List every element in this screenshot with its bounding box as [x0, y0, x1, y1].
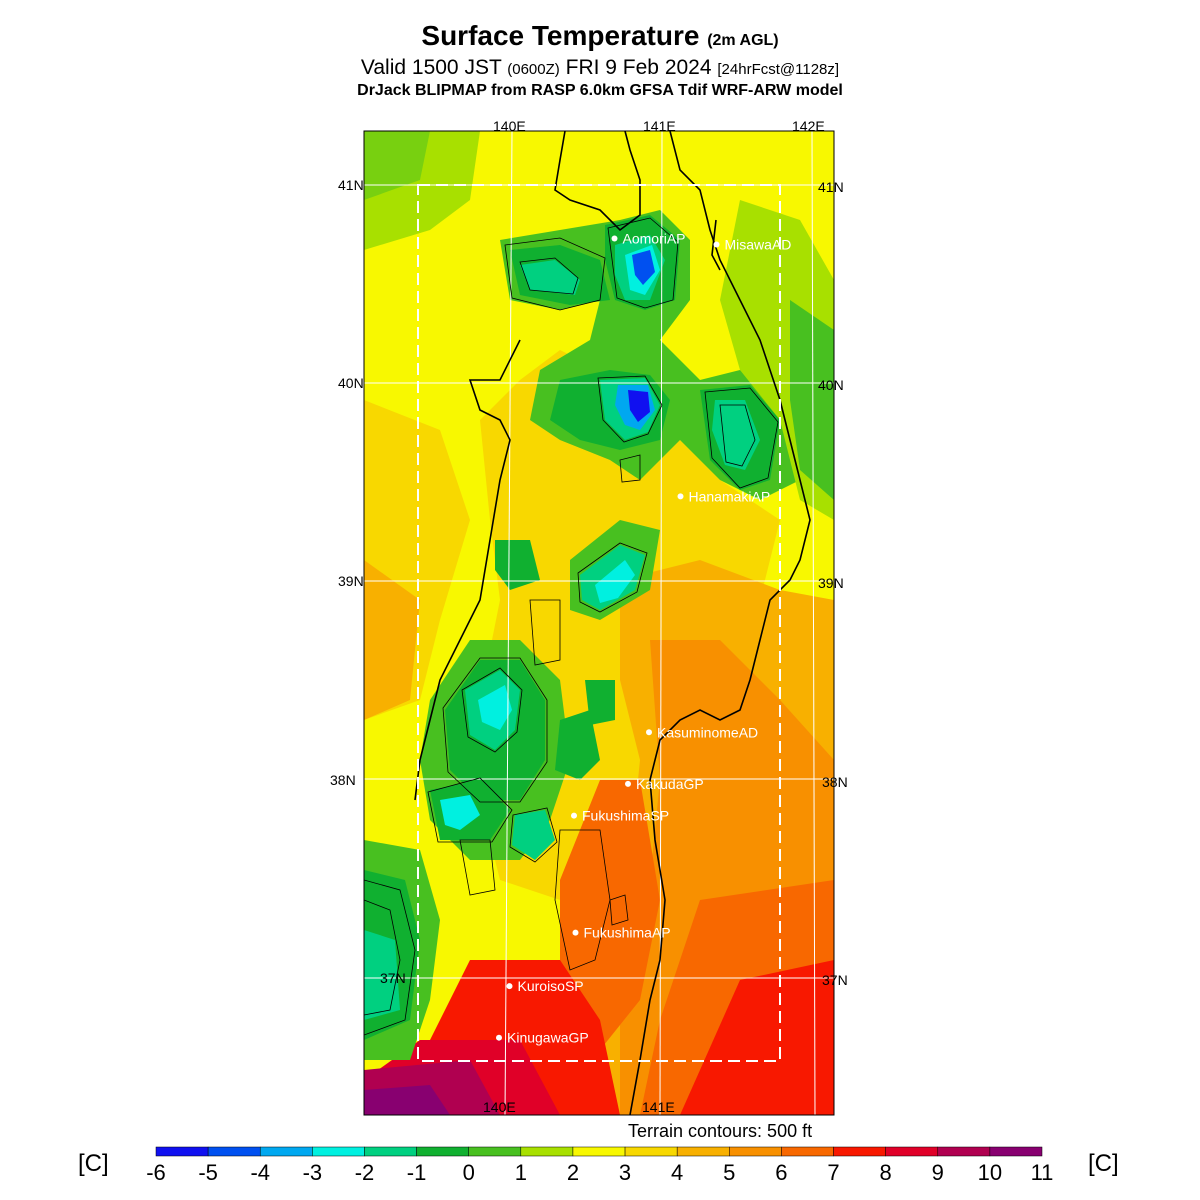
- lat-left-label: 40N: [338, 375, 364, 391]
- inner-domain-box: [417, 184, 781, 1062]
- colorbar-tick-label: -3: [302, 1160, 323, 1185]
- valid-date: FRI 9 Feb 2024: [565, 56, 712, 79]
- title-text: Surface Temperature: [421, 20, 700, 51]
- colorbar-tick-label: 5: [723, 1160, 736, 1185]
- colorbar: [155, 1146, 1043, 1157]
- colorbar-tick-label: 4: [671, 1160, 684, 1185]
- station-marker: [713, 241, 720, 248]
- colorbar-tick-label: 8: [879, 1160, 892, 1185]
- colorbar-swatch: [364, 1146, 417, 1157]
- valid-z: (0600Z): [507, 61, 560, 78]
- station-label: KasuminomeAD: [657, 724, 758, 740]
- colorbar-swatch: [312, 1146, 365, 1157]
- colorbar-swatch: [729, 1146, 782, 1157]
- station-marker: [572, 929, 579, 936]
- lat-right-label: 37N: [822, 972, 848, 988]
- colorbar-tick-label: 3: [618, 1160, 632, 1185]
- colorbar-tick-label: 7: [827, 1160, 840, 1185]
- colorbar-tick-label: 1: [514, 1160, 527, 1185]
- title-suffix: (2m AGL): [707, 32, 779, 49]
- station-marker: [677, 493, 684, 500]
- colorbar-unit-right: [C]: [1088, 1150, 1119, 1177]
- lon-bottom-label: 141E: [642, 1099, 675, 1115]
- station-label: KakudaGP: [636, 776, 704, 792]
- colorbar-swatch: [624, 1146, 678, 1157]
- lon-top-label: 140E: [493, 118, 526, 134]
- colorbar-unit-left: [C]: [78, 1150, 109, 1177]
- station-label: KuroisoSP: [518, 978, 584, 994]
- lat-left-label: 41N: [338, 177, 364, 193]
- valid-prefix: Valid 1500 JST: [360, 56, 502, 79]
- colorbar-tick-label: 10: [977, 1160, 1003, 1185]
- colorbar-swatch: [207, 1146, 261, 1157]
- colorbar-swatch: [468, 1146, 522, 1157]
- station-marker: [506, 983, 513, 990]
- colorbar-swatch: [416, 1146, 469, 1157]
- lon-bottom-label: 140E: [483, 1099, 516, 1115]
- colorbar-swatch: [155, 1146, 209, 1157]
- lat-left-label: 37N: [380, 970, 406, 986]
- station-label: HanamakiAP: [689, 488, 771, 504]
- station-label: FukushimaAP: [584, 925, 671, 941]
- colorbar-swatch: [520, 1146, 574, 1157]
- lat-right-label: 41N: [818, 179, 844, 195]
- station-marker: [496, 1034, 502, 1041]
- station-label: MisawaAD: [725, 236, 792, 252]
- station-marker: [571, 812, 577, 819]
- axis-labels: 140E 141E 142E 140E 141E 41N 40N 39N 38N…: [330, 118, 848, 1115]
- lat-right-label: 38N: [822, 774, 848, 790]
- colorbar-swatch: [572, 1146, 626, 1157]
- colorbar-tick-label: -6: [146, 1160, 166, 1185]
- station-label: KinugawaGP: [507, 1030, 589, 1046]
- lat-right-label: 39N: [818, 575, 844, 591]
- station-marker: [611, 235, 618, 242]
- colorbar-tick-label: 6: [775, 1160, 788, 1185]
- map-title: Surface Temperature (2m AGL): [0, 20, 1200, 52]
- lat-right-label: 40N: [818, 377, 844, 393]
- coastline: [414, 131, 811, 1115]
- station-label: FukushimaSP: [582, 808, 669, 824]
- colorbar-tick-label: -2: [354, 1160, 375, 1185]
- map-frame: [363, 130, 835, 1116]
- station-label: AomoriAP: [623, 231, 686, 247]
- colorbar-tick-label: -5: [198, 1160, 218, 1185]
- colorbar-tick-label: -1: [406, 1160, 427, 1185]
- colorbar-swatch: [937, 1146, 991, 1157]
- terrain-note: Terrain contours: 500 ft: [628, 1121, 813, 1141]
- lat-left-label: 39N: [338, 573, 364, 589]
- stations: AomoriAP MisawaAD HanamakiAP KasuminomeAD Ka…: [496, 231, 791, 1046]
- colorbar-tick-label: 2: [566, 1160, 580, 1185]
- valid-fcst: [24hrFcst@1128z]: [717, 61, 840, 78]
- lat-left-label: 38N: [330, 772, 356, 788]
- colorbar-swatch: [885, 1146, 939, 1157]
- colorbar-swatch: [676, 1146, 730, 1157]
- colorbar-swatch: [781, 1146, 834, 1157]
- model-line: DrJack BLIPMAP from RASP 6.0km GFSA Tdif…: [357, 82, 843, 99]
- colorbar-tick-label: -4: [250, 1160, 271, 1185]
- station-marker: [625, 780, 631, 787]
- colorbar-swatch: [833, 1146, 886, 1157]
- lon-top-label: 141E: [643, 118, 676, 134]
- lon-top-label: 142E: [792, 118, 825, 134]
- station-marker: [646, 729, 652, 736]
- terrain-contours: [364, 217, 779, 1036]
- colorbar-tick-label: 0: [462, 1160, 475, 1185]
- colorbar-tick-label: 11: [1030, 1160, 1054, 1185]
- colorbar-swatch: [989, 1146, 1043, 1157]
- valid-time: Valid 1500 JST (0600Z) FRI 9 Feb 2024 [2…: [0, 56, 1200, 80]
- colorbar-swatch: [259, 1146, 313, 1157]
- colorbar-tick-label: 9: [931, 1160, 944, 1185]
